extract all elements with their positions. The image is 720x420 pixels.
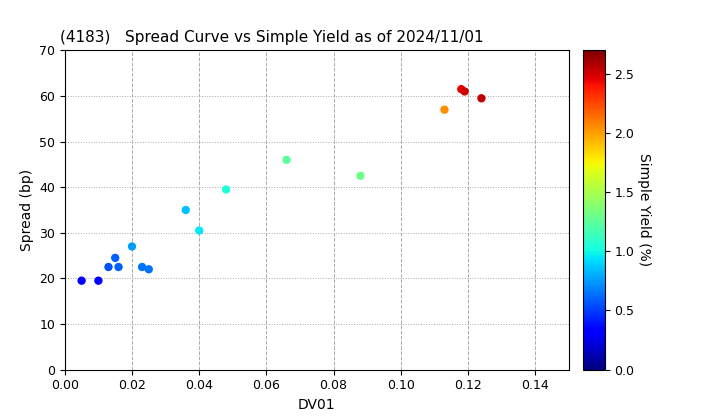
- Point: [355, 173, 366, 179]
- Text: (4183)   Spread Curve vs Simple Yield as of 2024/11/01: (4183) Spread Curve vs Simple Yield as o…: [60, 30, 483, 45]
- Point: [109, 255, 121, 261]
- Point: [180, 207, 192, 213]
- Point: [113, 264, 125, 270]
- Point: [220, 186, 232, 193]
- Point: [76, 277, 87, 284]
- Point: [281, 157, 292, 163]
- X-axis label: DV01: DV01: [298, 398, 336, 412]
- Y-axis label: Simple Yield (%): Simple Yield (%): [637, 153, 651, 267]
- Point: [103, 264, 114, 270]
- Point: [93, 277, 104, 284]
- Point: [456, 86, 467, 92]
- Point: [438, 106, 450, 113]
- Point: [194, 227, 205, 234]
- Point: [143, 266, 155, 273]
- Point: [126, 243, 138, 250]
- Point: [136, 264, 148, 270]
- Y-axis label: Spread (bp): Spread (bp): [19, 169, 34, 251]
- Point: [459, 88, 470, 95]
- Point: [476, 95, 487, 102]
